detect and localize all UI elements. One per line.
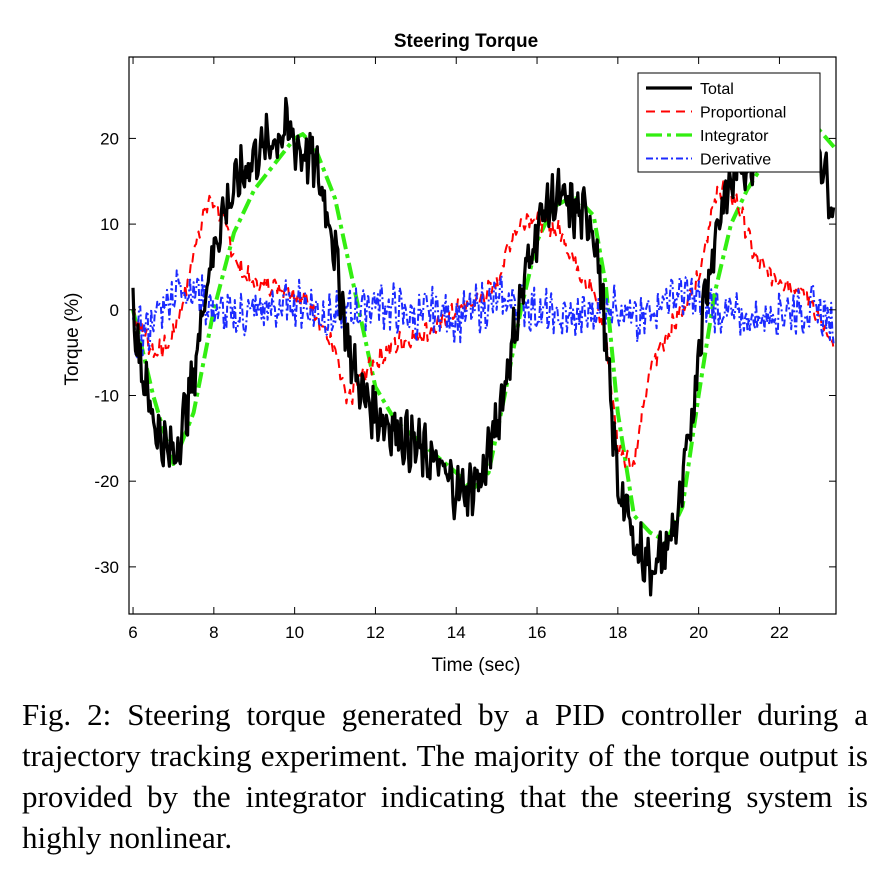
y-tick-label: 20 [100, 129, 119, 148]
y-axis-label: Torque (%) [62, 293, 83, 386]
y-tick-label: -10 [94, 386, 119, 405]
plot-frame [128, 56, 837, 615]
x-tick-label: 20 [689, 623, 708, 642]
x-tick-label: 14 [447, 623, 466, 642]
series-line-integrator [131, 119, 836, 544]
steering-torque-chart: Steering Torque 6 8 10 12 14 16 18 20 22 20 10 0 -1… [62, 31, 837, 676]
x-tick-label: 6 [128, 623, 137, 642]
y-tick-label: -30 [94, 558, 119, 577]
x-tick-label: 12 [366, 623, 385, 642]
y-tick-label: -20 [94, 472, 119, 491]
chart-title: Steering Torque [394, 31, 538, 52]
x-tick-label: 16 [528, 623, 547, 642]
series-line-derivative [132, 269, 835, 359]
x-tick-label: 18 [608, 623, 627, 642]
x-axis-label: Time (sec) [431, 655, 520, 676]
legend-label-proportional: Proportional [700, 105, 786, 122]
y-tick-label: 10 [100, 215, 119, 234]
figure-caption: Fig. 2: Steering torque generated by a P… [22, 697, 868, 855]
x-tick-label: 8 [209, 623, 218, 642]
series-line-total [131, 79, 836, 597]
series-layer [131, 79, 836, 597]
y-tick-label: 0 [110, 301, 119, 320]
x-tick-label: 22 [770, 623, 789, 642]
plot-area [128, 56, 837, 615]
series-line-proportional [132, 179, 835, 469]
x-axis-ticks: 6 8 10 12 14 16 18 20 22 [128, 57, 789, 642]
legend: Total Proportional Integrator Derivative [637, 72, 821, 173]
legend-label-derivative: Derivative [700, 152, 771, 169]
y-axis-ticks: 20 10 0 -10 -20 -30 [94, 129, 836, 577]
x-tick-label: 10 [285, 623, 304, 642]
legend-label-total: Total [700, 81, 734, 98]
legend-label-integrator: Integrator [700, 128, 769, 145]
